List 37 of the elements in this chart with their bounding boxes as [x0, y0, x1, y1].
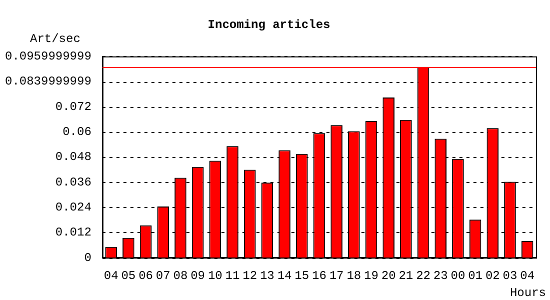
y-tick-label: 0.012 — [55, 226, 92, 240]
y-tick-label: 0.072 — [55, 100, 92, 114]
x-tick-label: 14 — [277, 268, 292, 283]
y-tick-label: 0.024 — [55, 200, 92, 214]
x-tick-label: 05 — [121, 268, 136, 283]
x-tick-label: 22 — [416, 268, 430, 283]
x-tick-label: 04 — [104, 268, 118, 283]
x-tick-label: 04 — [520, 268, 535, 283]
x-tick-label: 17 — [329, 268, 344, 283]
y-tick-label: 0.048 — [55, 150, 92, 164]
chart-title: Incoming articles — [208, 18, 330, 32]
y-tick-label: 0.036 — [55, 175, 92, 190]
y-axis-title: Art/sec — [30, 32, 80, 46]
x-tick-label: 12 — [242, 268, 258, 283]
x-tick-label: 19 — [364, 268, 378, 283]
y-tick-label: 0.0839999999 — [4, 74, 92, 89]
x-tick-label: 16 — [312, 268, 326, 283]
x-tick-label: 15 — [294, 268, 310, 283]
x-tick-label: 18 — [346, 268, 362, 283]
x-tick-label: 06 — [138, 268, 153, 283]
x-axis-title: Hours — [510, 286, 546, 300]
x-tick-label: 11 — [225, 268, 240, 283]
x-tick-label: 21 — [398, 268, 414, 283]
x-tick-label: 07 — [156, 268, 170, 283]
x-tick-label: 03 — [502, 268, 518, 283]
x-tick-label: 08 — [173, 268, 188, 283]
x-tick-label: 00 — [450, 268, 466, 283]
x-tick-label: 01 — [468, 268, 482, 283]
x-tick-label: 09 — [190, 268, 206, 283]
x-tick-label: 02 — [485, 268, 500, 283]
y-tick-label: 0.0959999999 — [4, 50, 92, 64]
x-tick-label: 23 — [433, 268, 448, 283]
y-tick-label: 0 — [84, 250, 92, 265]
x-tick-label: 13 — [260, 268, 274, 283]
y-tick-label: 0.06 — [62, 125, 92, 140]
x-tick-label: 10 — [208, 268, 222, 283]
x-tick-label: 20 — [381, 268, 396, 283]
